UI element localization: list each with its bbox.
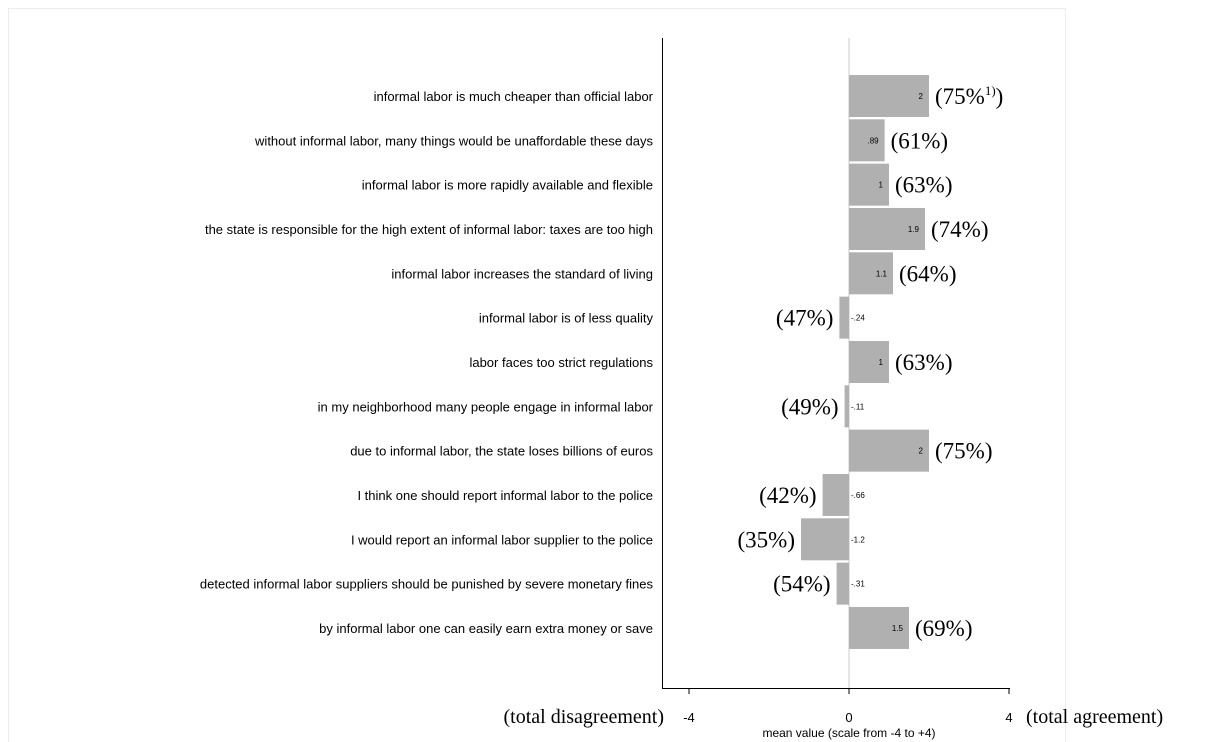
value-label: -.11 bbox=[851, 402, 865, 411]
category-labels-group: informal labor is much cheaper than offi… bbox=[200, 89, 654, 636]
value-label: 1.5 bbox=[892, 624, 904, 633]
category-label: informal labor is much cheaper than offi… bbox=[374, 89, 654, 104]
x-ticks-group: -4 0 4 bbox=[683, 688, 1013, 725]
category-label: the state is responsible for the high ex… bbox=[205, 222, 653, 237]
category-label: I would report an informal labor supplie… bbox=[351, 532, 653, 547]
value-label: 1 bbox=[879, 181, 884, 190]
percent-label: (61%) bbox=[891, 128, 948, 153]
percent-label: (74%) bbox=[931, 217, 988, 242]
left-end-label: (total disagreement) bbox=[504, 706, 665, 728]
percent-label: (69%) bbox=[915, 616, 972, 641]
percent-label: (54%) bbox=[773, 572, 830, 597]
x-tick-label: -4 bbox=[683, 710, 695, 725]
bars-group: 2 (75%1)) .89 (61%) 1 (63%) 1.9 (74%) 1.1 (64%) -.… bbox=[738, 75, 1003, 649]
category-label: informal labor increases the standard of… bbox=[391, 266, 653, 281]
category-label: without informal labor, many things woul… bbox=[254, 133, 653, 148]
value-label: -1.2 bbox=[851, 535, 865, 544]
bar bbox=[849, 252, 893, 295]
footnote-marker: 1) bbox=[985, 83, 996, 98]
value-label: 1.1 bbox=[876, 269, 888, 278]
percent-label: (49%) bbox=[781, 394, 838, 419]
value-label: -.66 bbox=[851, 491, 865, 500]
value-label: 2 bbox=[919, 92, 924, 101]
category-label: labor faces too strict regulations bbox=[469, 355, 653, 370]
percent-label: (75%) bbox=[935, 439, 992, 464]
category-label: due to informal labor, the state loses b… bbox=[350, 444, 653, 459]
bar bbox=[849, 207, 925, 250]
footnote-close: ) bbox=[996, 84, 1004, 109]
category-label: detected informal labor suppliers should… bbox=[200, 577, 654, 592]
bar bbox=[822, 473, 849, 516]
percent-label: (75%1)) bbox=[935, 83, 1003, 109]
bar bbox=[836, 562, 849, 605]
percent-label: (35%) bbox=[738, 527, 795, 552]
percent-label: (42%) bbox=[759, 483, 816, 508]
bar bbox=[849, 163, 889, 206]
bar bbox=[849, 340, 889, 383]
value-label: -.24 bbox=[851, 314, 865, 323]
bar bbox=[849, 119, 885, 162]
value-label: .89 bbox=[867, 136, 879, 145]
value-label: 2 bbox=[919, 447, 924, 456]
category-label: by informal labor one can easily earn ex… bbox=[319, 621, 653, 636]
bar bbox=[801, 518, 849, 561]
x-axis-title: mean value (scale from -4 to +4) bbox=[762, 726, 935, 740]
bar bbox=[849, 606, 909, 649]
percent-label: (63%) bbox=[895, 173, 952, 198]
value-label: 1 bbox=[879, 358, 884, 367]
x-tick-label: 4 bbox=[1005, 710, 1012, 725]
right-end-label: (total agreement) bbox=[1026, 706, 1163, 728]
category-label: informal labor is of less quality bbox=[479, 311, 654, 326]
bar bbox=[849, 75, 929, 117]
bar bbox=[839, 296, 849, 339]
percent-label: (63%) bbox=[895, 350, 952, 375]
percent-label: (47%) bbox=[776, 306, 833, 331]
plot-frame bbox=[8, 8, 1066, 742]
category-label: in my neighborhood many people engage in… bbox=[318, 399, 654, 414]
category-label: I think one should report informal labor… bbox=[357, 488, 653, 503]
percent-label: (64%) bbox=[899, 261, 956, 286]
value-label: 1.9 bbox=[908, 225, 920, 234]
bar bbox=[844, 385, 849, 428]
value-label: -.31 bbox=[851, 580, 865, 589]
x-tick-label: 0 bbox=[845, 710, 852, 725]
bar bbox=[849, 429, 929, 472]
category-label: informal labor is more rapidly available… bbox=[362, 178, 653, 193]
